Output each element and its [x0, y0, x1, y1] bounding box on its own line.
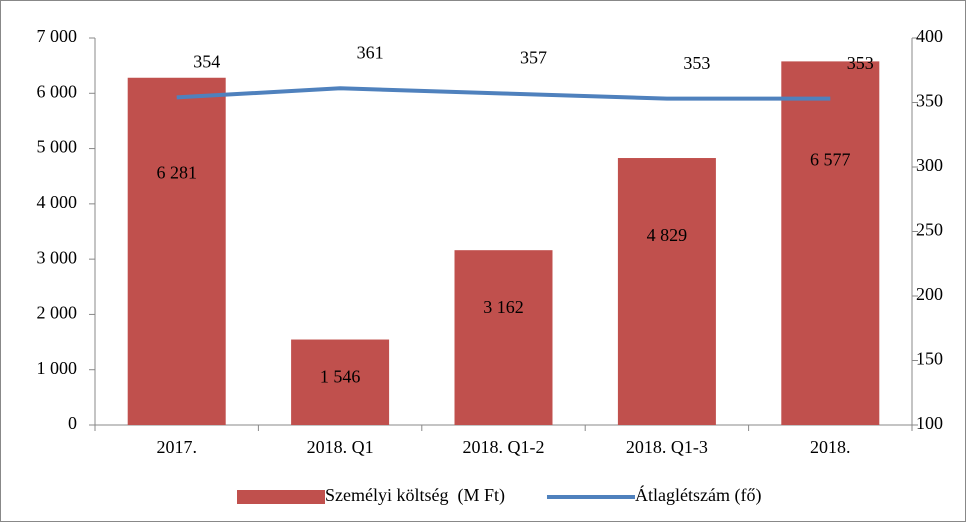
line: [176, 86, 831, 101]
legend-swatch: [237, 490, 325, 504]
x-tick-label: 2017.: [156, 437, 197, 457]
y2-tick-label: 350: [916, 91, 943, 111]
line-label: 353: [683, 53, 710, 73]
y2-tick-label: 150: [916, 349, 943, 369]
legend-label: Személyi költség (M Ft): [325, 485, 505, 506]
y-tick-label: 1 000: [37, 358, 78, 378]
bar-label: 6 577: [810, 150, 851, 170]
y2-tick-label: 300: [916, 155, 943, 175]
bar: [454, 250, 553, 425]
x-tick-label: 2018. Q1-3: [626, 437, 708, 457]
bar-label: 1 546: [320, 366, 361, 386]
y2-tick-label: 400: [916, 26, 943, 46]
y-tick-label: 3 000: [37, 247, 78, 267]
bar: [127, 77, 226, 425]
y2-tick-label: 100: [916, 413, 943, 433]
legend-label: Átlaglétszám (fő): [635, 484, 761, 506]
y-tick-label: 5 000: [37, 137, 78, 157]
x-tick-label: 2018.: [810, 437, 851, 457]
line-label: 361: [357, 42, 384, 62]
bar-label: 6 281: [156, 162, 197, 182]
y-tick-label: 2 000: [37, 303, 78, 323]
y2-tick-label: 200: [916, 284, 943, 304]
bar-label: 4 829: [647, 225, 688, 245]
y-tick-label: 0: [68, 413, 77, 433]
y2-tick-label: 250: [916, 220, 943, 240]
y-tick-label: 4 000: [37, 192, 78, 212]
x-tick-label: 2018. Q1: [307, 437, 374, 457]
y-tick-label: 7 000: [37, 26, 78, 46]
line-label: 357: [520, 48, 547, 68]
x-tick-label: 2018. Q1-2: [463, 437, 545, 457]
line-label: 353: [847, 53, 874, 73]
bar: [291, 339, 390, 425]
line-label: 354: [193, 51, 220, 71]
y-tick-label: 6 000: [37, 81, 78, 101]
bar: [617, 158, 716, 426]
bar: [781, 61, 880, 425]
bar-label: 3 162: [483, 297, 524, 317]
